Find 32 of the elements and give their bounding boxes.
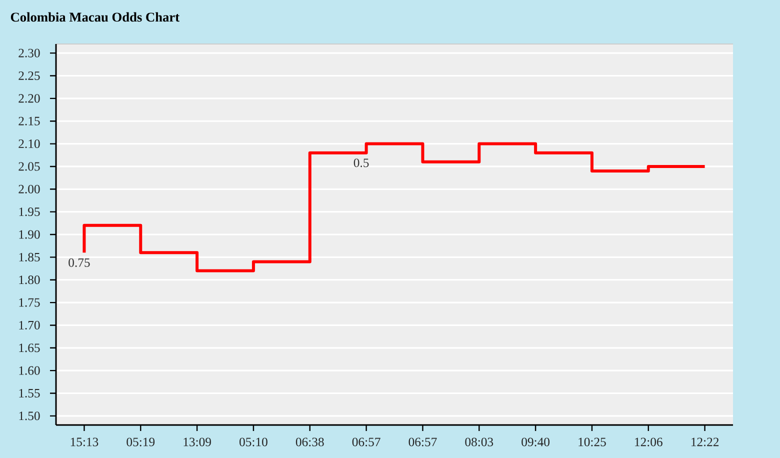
y-tick-label: 2.30 bbox=[18, 48, 40, 58]
x-tick-label: 13:09 bbox=[184, 438, 211, 446]
y-tick-label: 2.10 bbox=[18, 139, 40, 148]
x-tick-label: 15:13 bbox=[70, 438, 98, 446]
x-tick-label: 06:57 bbox=[408, 438, 437, 446]
y-tick-label: 1.85 bbox=[19, 252, 40, 262]
x-tick-label: 06:38 bbox=[296, 438, 324, 446]
y-tick-label: 1.50 bbox=[19, 412, 40, 420]
y-tick-label: 2.25 bbox=[18, 71, 40, 80]
x-tick-label: 05:10 bbox=[240, 438, 268, 446]
x-tick-label: 06:57 bbox=[352, 438, 380, 446]
chart-title: Colombia Macau Odds Chart bbox=[10, 12, 180, 22]
annotation: 0.5 bbox=[354, 158, 369, 168]
y-tick-label: 1.65 bbox=[19, 344, 40, 352]
x-tick-label: 05:19 bbox=[126, 438, 155, 446]
y-tick-label: 1.95 bbox=[19, 208, 40, 216]
annotation: 0.75 bbox=[68, 258, 90, 267]
x-tick-label: 10:25 bbox=[578, 438, 606, 446]
x-tick-label: 12:22 bbox=[691, 438, 719, 446]
y-tick-label: 1.55 bbox=[19, 388, 40, 398]
y-tick-label: 1.75 bbox=[19, 298, 40, 307]
x-tick-label: 08:03 bbox=[465, 438, 494, 446]
y-tick-label: 2.05 bbox=[18, 162, 40, 171]
y-tick-label: 2.00 bbox=[18, 184, 40, 194]
y-tick-label: 2.15 bbox=[18, 116, 40, 126]
y-tick-label: 1.70 bbox=[19, 320, 40, 330]
x-tick-label: 09:40 bbox=[522, 438, 550, 446]
y-tick-label: 1.90 bbox=[19, 230, 40, 239]
y-tick-label: 2.20 bbox=[18, 94, 40, 103]
y-tick-label: 1.60 bbox=[19, 366, 40, 375]
y-tick-label: 1.80 bbox=[19, 276, 40, 284]
x-tick-label: 12:06 bbox=[635, 438, 662, 446]
